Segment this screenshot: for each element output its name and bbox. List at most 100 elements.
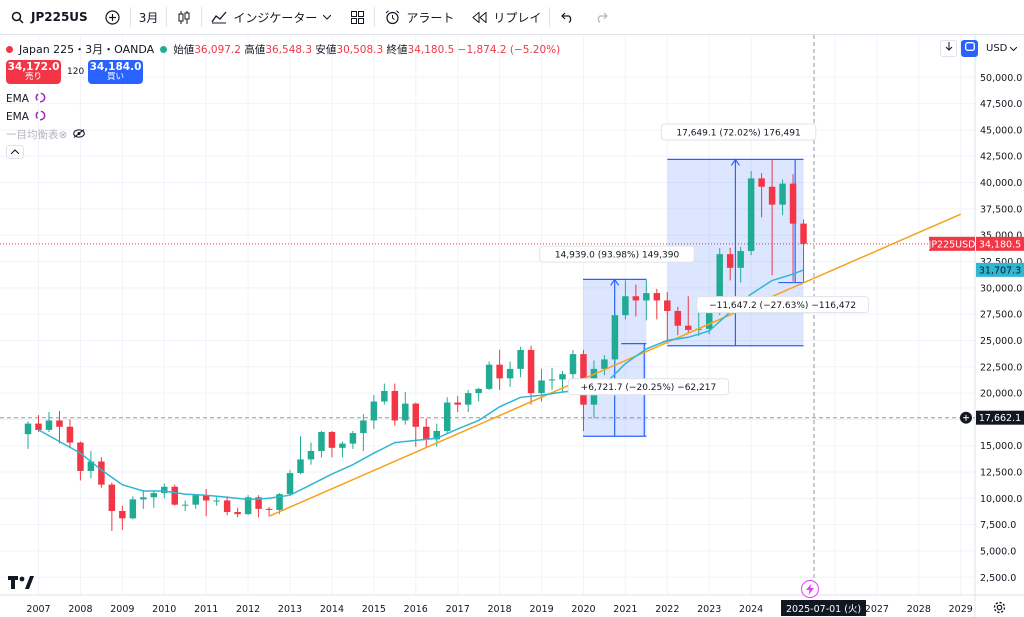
x-tick-label: 2007 [26,604,50,615]
measure-label: 17,649.1 (72.02%) 176,491 [676,128,800,138]
candle [339,441,346,458]
crosshair-date-label: 2025-07-01 (火) [781,600,867,616]
replay-button[interactable]: リプレイ [462,0,549,35]
sell-price: 34,172.0 [7,61,60,74]
candle-body [318,432,325,451]
candle-body [56,420,63,427]
x-tick-label: 2017 [446,604,470,615]
trade-panel: 34,172.0 売り 120 34,184.0 買い [6,60,143,84]
ema-price-label: 31,707.3 [979,265,1021,276]
y-tick-label: 47,500.0 [980,99,1022,110]
candle [202,488,210,517]
price-chart[interactable]: 14,939.0 (93.98%) 149,390 +6,721.7 (−20.2… [0,35,1024,617]
measure-labels: 14,939.0 (93.98%) 149,390 +6,721.7 (−20.2… [539,123,869,396]
legend-title[interactable]: Japan 225・3月・OANDA [19,43,155,56]
candle-body [726,254,734,268]
collapse-legend-button[interactable] [6,145,24,159]
candle-body [496,364,503,379]
candle-body [276,494,283,510]
candle [192,494,199,509]
replay-label: リプレイ [493,10,542,25]
symbol-search[interactable]: JP225US [0,0,96,35]
candle [443,397,451,435]
indicator-ema-2[interactable]: EMA [6,110,46,124]
loading-icon [35,110,46,124]
change-value: −1,874.2 (−5.20%) [457,43,561,56]
y-tick-label: 10,000.0 [980,494,1022,505]
candle [800,219,807,283]
y-tick-label: 20,000.0 [980,389,1022,400]
y-tick-label: 25,000.0 [980,336,1022,347]
candle [381,383,388,405]
y-tick-label: 50,000.0 [980,73,1022,84]
hidden-eye-icon[interactable] [73,128,86,141]
last-price-label: 34,180.5 [979,239,1021,250]
toolbar-divider [201,7,203,27]
indicator-ichimoku[interactable]: 一目均衡表⊗ [6,127,86,142]
indicators-button[interactable]: インジケーター [202,0,340,35]
candle-body [800,223,807,244]
currency-select[interactable]: USD [982,43,1018,54]
chart-type-button[interactable] [167,0,201,35]
x-tick-label: 2029 [949,604,973,615]
candle-body [265,508,273,510]
sell-button[interactable]: 34,172.0 売り [6,60,61,84]
candle [496,349,503,390]
candle-body [768,186,776,205]
open-value: 36,097.2 [194,43,241,56]
symbol-label: JP225US [31,10,88,24]
crosshair-price-label: 17,662.1 [979,413,1021,424]
candle-body [213,500,220,502]
alert-button[interactable]: アラート [375,0,462,35]
candle [286,469,294,496]
market-status-dot [6,45,13,53]
spread-value: 120 [67,67,85,77]
candle-body [475,388,482,394]
high-value: 36,548.3 [265,43,313,56]
crosshair-price-label-bg [976,410,1024,425]
buy-label: 買い [106,72,124,83]
symbol-legend: Japan 225・3月・OANDA 始値36,097.2 高値36,548.3… [6,41,560,57]
interval-label: 3月 [138,10,159,25]
indicator-label: EMA [6,111,29,123]
y-tick-label: 2,500.0 [980,573,1016,584]
buy-button[interactable]: 34,184.0 買い [88,60,143,84]
indicator-ema-1[interactable]: EMA [6,92,46,106]
indicator-label: 一目均衡表⊗ [6,129,68,141]
candle-body [412,403,420,427]
candle-body [464,393,472,405]
x-tick-label: 2019 [529,604,553,615]
candle [475,387,482,402]
add-symbol-button[interactable] [96,0,130,35]
candle [87,450,95,479]
buy-price: 34,184.0 [89,61,142,74]
candle [24,421,32,449]
candle-body [653,293,661,301]
layout-button[interactable] [340,0,374,35]
candle-body [433,430,440,440]
candle-body [506,368,514,379]
tradingview-logo[interactable] [8,575,34,593]
x-tick-label: 2013 [278,604,302,615]
candle-body [643,293,650,301]
candle-body [548,379,556,381]
candle [789,174,797,282]
candle-body [161,486,168,494]
indicator-label: EMA [6,93,29,105]
candle [171,484,178,506]
candle-body [45,420,53,430]
candle [77,441,84,481]
y-tick-label: 37,500.0 [980,204,1022,215]
redo-button[interactable] [584,0,618,35]
y-tick-label: 30,000.0 [980,283,1022,294]
auto-scale-button[interactable] [961,39,978,57]
candle-body [202,495,210,501]
interval-button[interactable]: 3月 [131,0,167,35]
x-tick-label: 2011 [194,604,218,615]
undo-button[interactable] [550,0,584,35]
scale-down-button[interactable] [940,39,957,57]
price-scale: 50,000.0 47,500.0 45,000.0 42,500.0 40,000.0… [928,73,1024,584]
lightning-icon[interactable] [801,580,819,598]
open-label: 始値 [173,43,195,56]
settings-gear-icon[interactable] [993,601,1006,617]
